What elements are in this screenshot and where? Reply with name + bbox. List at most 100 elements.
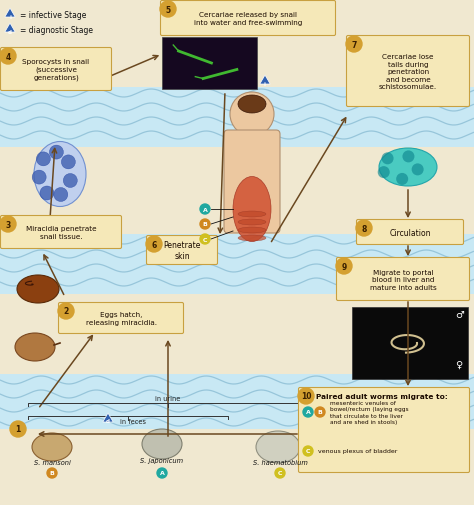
FancyBboxPatch shape	[224, 131, 280, 233]
Text: d: d	[8, 29, 12, 34]
Ellipse shape	[238, 96, 266, 114]
Ellipse shape	[256, 431, 300, 463]
Circle shape	[303, 446, 313, 456]
Circle shape	[40, 187, 54, 200]
FancyBboxPatch shape	[299, 388, 470, 473]
Text: A: A	[306, 410, 310, 415]
Circle shape	[160, 2, 176, 18]
Text: mesenteric venules of
bowel/rectum (laying eggs
that circulate to the liver
and : mesenteric venules of bowel/rectum (layi…	[330, 400, 409, 424]
FancyBboxPatch shape	[0, 216, 121, 249]
Text: 10: 10	[301, 392, 311, 400]
Circle shape	[0, 217, 16, 232]
Text: i: i	[9, 15, 11, 20]
Text: i: i	[264, 81, 266, 86]
Circle shape	[303, 407, 313, 417]
Circle shape	[157, 468, 167, 478]
Text: C: C	[306, 448, 310, 453]
Ellipse shape	[15, 333, 55, 361]
FancyBboxPatch shape	[337, 258, 470, 301]
Circle shape	[200, 205, 210, 215]
Circle shape	[200, 234, 210, 244]
Text: Penetrate
skin: Penetrate skin	[164, 240, 201, 261]
Text: 9: 9	[341, 262, 346, 271]
Polygon shape	[5, 9, 15, 18]
Text: B: B	[202, 222, 208, 227]
Text: ♀: ♀	[455, 359, 462, 369]
Bar	[352, 308, 468, 379]
Circle shape	[61, 156, 75, 170]
Text: A: A	[202, 207, 208, 212]
Ellipse shape	[238, 212, 266, 218]
Text: C: C	[203, 237, 207, 242]
Circle shape	[411, 164, 424, 176]
Text: 3: 3	[5, 220, 10, 229]
Bar	[0, 234, 474, 294]
Ellipse shape	[32, 433, 72, 461]
Text: B: B	[318, 410, 322, 415]
Circle shape	[275, 468, 285, 478]
Text: = infective Stage: = infective Stage	[20, 11, 86, 20]
Text: 7: 7	[351, 40, 357, 49]
Circle shape	[230, 93, 274, 137]
Text: in feces: in feces	[120, 418, 146, 424]
Text: Circulation: Circulation	[389, 228, 431, 237]
Text: = diagnostic Stage: = diagnostic Stage	[20, 25, 93, 34]
Text: Cercariae released by snail
into water and free-swimming: Cercariae released by snail into water a…	[194, 12, 302, 26]
Text: d: d	[106, 419, 110, 424]
FancyBboxPatch shape	[356, 220, 464, 245]
FancyBboxPatch shape	[146, 236, 218, 265]
Text: B: B	[50, 471, 55, 476]
Text: S. haematobium: S. haematobium	[253, 459, 308, 465]
Text: 8: 8	[361, 224, 367, 233]
FancyBboxPatch shape	[161, 2, 336, 36]
Circle shape	[146, 236, 162, 252]
Circle shape	[58, 304, 74, 319]
Circle shape	[0, 49, 16, 65]
Circle shape	[54, 188, 68, 202]
Circle shape	[36, 153, 50, 167]
Polygon shape	[103, 413, 113, 422]
Circle shape	[382, 153, 393, 165]
FancyBboxPatch shape	[0, 48, 111, 91]
Polygon shape	[260, 76, 270, 85]
Circle shape	[396, 174, 408, 185]
Text: venous plexus of bladder: venous plexus of bladder	[318, 448, 397, 453]
Circle shape	[10, 421, 26, 437]
Bar	[0, 374, 474, 429]
Ellipse shape	[34, 142, 86, 207]
Text: S. mansoni: S. mansoni	[34, 459, 71, 465]
Circle shape	[200, 220, 210, 230]
Circle shape	[298, 388, 314, 404]
Bar	[0, 88, 474, 147]
Polygon shape	[5, 24, 15, 33]
Text: Eggs hatch,
releasing miracidia.: Eggs hatch, releasing miracidia.	[85, 312, 156, 325]
Text: Paired adult worms migrate to:: Paired adult worms migrate to:	[316, 393, 448, 399]
Text: in urine: in urine	[155, 395, 181, 401]
Text: ♂: ♂	[455, 310, 464, 319]
FancyBboxPatch shape	[58, 303, 183, 334]
Ellipse shape	[17, 275, 59, 304]
Circle shape	[32, 171, 46, 185]
Ellipse shape	[233, 177, 271, 242]
Ellipse shape	[142, 429, 182, 459]
Text: 6: 6	[151, 240, 156, 249]
Text: Cercariae lose
tails during
penetration
and become
schistosomulae.: Cercariae lose tails during penetration …	[379, 54, 437, 90]
Text: 2: 2	[64, 307, 69, 316]
Text: C: C	[278, 471, 282, 476]
Circle shape	[315, 407, 325, 417]
Ellipse shape	[238, 220, 266, 226]
Circle shape	[402, 151, 414, 163]
Text: 4: 4	[5, 53, 10, 62]
Text: Sporocysts in snail
(successive
generations): Sporocysts in snail (successive generati…	[22, 59, 90, 81]
Ellipse shape	[238, 235, 266, 241]
Bar	[162, 38, 257, 90]
Text: 1: 1	[15, 425, 21, 434]
Circle shape	[346, 37, 362, 53]
Circle shape	[49, 146, 64, 160]
FancyBboxPatch shape	[346, 36, 470, 107]
Circle shape	[336, 259, 352, 274]
Circle shape	[356, 221, 372, 236]
Text: Migrate to portal
blood in liver and
mature into adults: Migrate to portal blood in liver and mat…	[370, 269, 437, 290]
Text: S. japonicum: S. japonicum	[140, 457, 183, 463]
Text: A: A	[160, 471, 164, 476]
